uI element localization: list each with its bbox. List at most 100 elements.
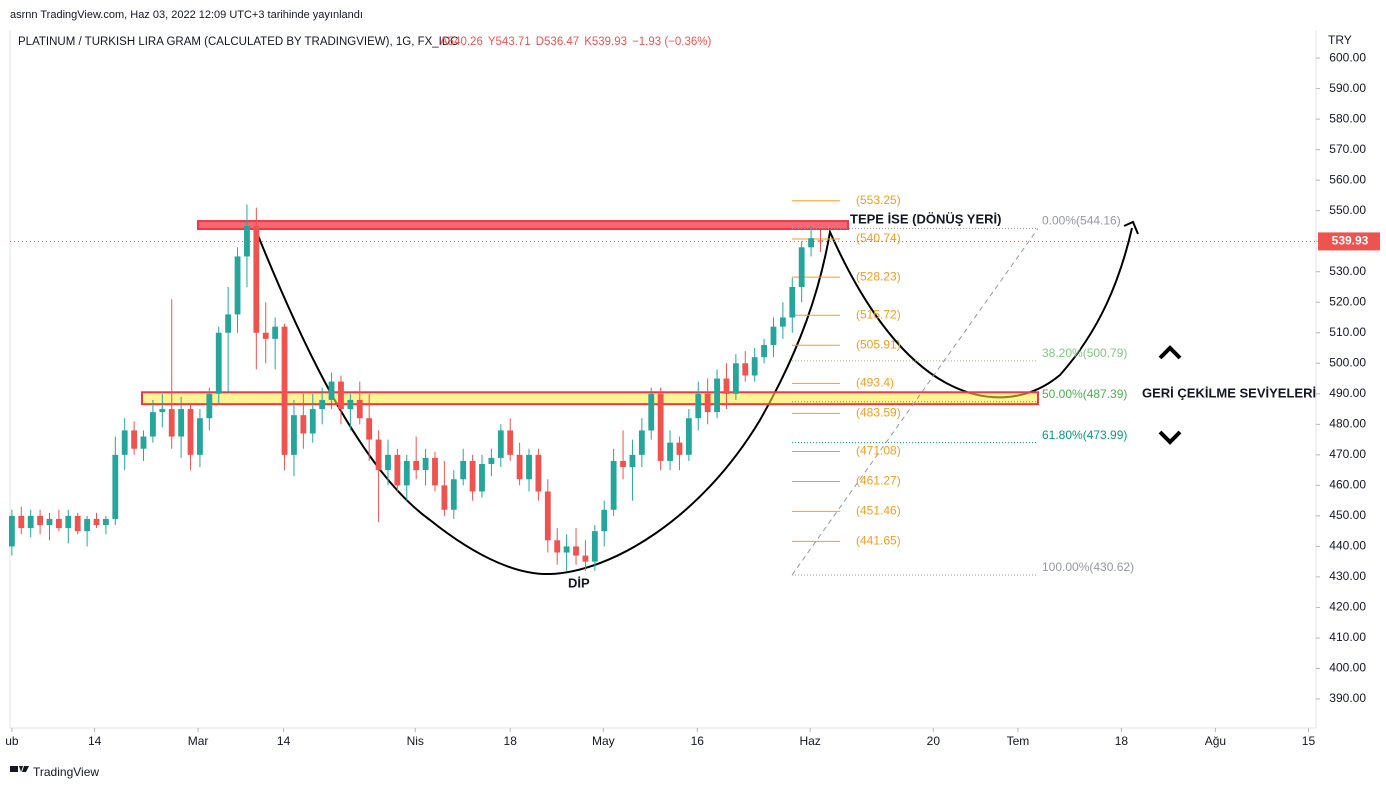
fib-label: (528.23) bbox=[856, 269, 901, 283]
annotation-levels: GERİ ÇEKİLME SEVİYELERİ bbox=[1142, 385, 1316, 400]
candle-body bbox=[300, 415, 307, 434]
x-tick-label: 18 bbox=[1115, 734, 1129, 748]
candle-body bbox=[234, 256, 241, 315]
y-tick-label: 410.00 bbox=[1329, 630, 1366, 644]
y-tick-label: 420.00 bbox=[1329, 600, 1366, 614]
candle-body bbox=[206, 393, 213, 419]
candle-body bbox=[121, 430, 128, 455]
x-tick-label: 14 bbox=[88, 734, 102, 748]
candle-body bbox=[657, 393, 664, 461]
y-tick-label: 390.00 bbox=[1329, 691, 1366, 705]
candle-body bbox=[516, 454, 523, 480]
fib-label: (515.72) bbox=[856, 307, 901, 321]
candle-body bbox=[197, 418, 203, 455]
fib-label: 38.20%(500.79) bbox=[1042, 346, 1127, 360]
logo bbox=[10, 766, 29, 772]
candle-body bbox=[168, 409, 175, 437]
candle-body bbox=[187, 409, 194, 455]
candle-body bbox=[732, 363, 739, 394]
candle-body bbox=[150, 412, 156, 437]
zone bbox=[141, 391, 1039, 406]
ohlc-value: K539.93 bbox=[584, 36, 627, 48]
candle-body bbox=[507, 430, 514, 455]
ohlc-value: −1.93 (−0.36%) bbox=[632, 36, 711, 48]
x-tick-label: Ağu bbox=[1205, 734, 1226, 748]
candle-body bbox=[704, 393, 711, 413]
chevron-up bbox=[1158, 345, 1182, 360]
fib-label: 50.00%(487.39) bbox=[1042, 387, 1127, 401]
fib-label: 100.00%(430.62) bbox=[1042, 560, 1134, 574]
x-tick-label: ub bbox=[5, 734, 19, 748]
candle-body bbox=[629, 454, 636, 468]
candle-body bbox=[526, 454, 532, 480]
candle-body bbox=[37, 515, 44, 526]
y-tick-label: 430.00 bbox=[1329, 569, 1366, 583]
candle-body bbox=[610, 460, 617, 510]
footer: TradingView bbox=[33, 765, 99, 779]
candle-body bbox=[751, 357, 758, 376]
candle-body bbox=[309, 409, 316, 434]
candle-body bbox=[563, 546, 570, 553]
candle-body bbox=[159, 409, 166, 413]
candle-body bbox=[385, 454, 391, 471]
x-tick-label: Mar bbox=[188, 734, 209, 748]
candle-body bbox=[676, 442, 683, 455]
candle-body bbox=[140, 436, 147, 449]
candle-body bbox=[272, 326, 279, 339]
y-tick-label: 510.00 bbox=[1329, 325, 1366, 339]
candle-body bbox=[450, 479, 457, 510]
candle-body bbox=[714, 378, 720, 413]
candle-body bbox=[648, 393, 655, 431]
candle-body bbox=[262, 332, 269, 339]
fib-label: 0.00%(544.16) bbox=[1042, 214, 1121, 228]
fib-label: (553.25) bbox=[856, 193, 901, 207]
candle-body bbox=[319, 399, 326, 410]
candle-body bbox=[488, 457, 495, 464]
fib-label: (461.27) bbox=[856, 474, 901, 488]
candle-body bbox=[46, 518, 53, 526]
candle-body bbox=[460, 460, 467, 480]
candle-body bbox=[112, 454, 119, 519]
candle-body bbox=[347, 399, 354, 410]
candle-body bbox=[356, 399, 363, 419]
candle-body bbox=[281, 326, 288, 455]
candle-body bbox=[413, 460, 420, 471]
candle-body bbox=[582, 555, 589, 562]
candle-body bbox=[789, 286, 796, 318]
y-tick-label: 460.00 bbox=[1329, 478, 1366, 492]
y-tick-label: 570.00 bbox=[1329, 142, 1366, 156]
y-tick-label: 470.00 bbox=[1329, 447, 1366, 461]
candle-body bbox=[55, 518, 62, 529]
x-tick-label: 15 bbox=[1302, 734, 1316, 748]
candle-body bbox=[338, 381, 344, 410]
fib-label: (540.74) bbox=[856, 231, 901, 245]
candle-body bbox=[328, 381, 335, 400]
candle-body bbox=[65, 515, 72, 529]
fib-label: (483.59) bbox=[856, 406, 901, 420]
zone bbox=[197, 220, 849, 230]
y-tick-label: 550.00 bbox=[1329, 203, 1366, 217]
y-tick-label: 580.00 bbox=[1329, 111, 1366, 125]
publisher: asrnn TradingView.com, Haz 03, 2022 12:0… bbox=[10, 9, 363, 21]
candle-body bbox=[432, 457, 438, 486]
last-price-label: 539.93 bbox=[1332, 234, 1369, 248]
ohlc-value: Y543.71 bbox=[488, 36, 531, 48]
last-price-box bbox=[1318, 232, 1380, 251]
y-tick-label: 440.00 bbox=[1329, 539, 1366, 553]
candle-body bbox=[779, 317, 786, 327]
chevron-down bbox=[1158, 430, 1182, 445]
candle-body bbox=[497, 430, 504, 458]
fib-label: (505.91) bbox=[856, 337, 901, 351]
candle-body bbox=[573, 546, 579, 556]
candle-body bbox=[375, 439, 382, 471]
candle-body bbox=[403, 460, 410, 486]
y-tick-label: 590.00 bbox=[1329, 81, 1366, 95]
fib-label: (471.08) bbox=[856, 444, 901, 458]
candle-body bbox=[638, 430, 645, 455]
candle-body bbox=[535, 454, 542, 492]
candle-body bbox=[8, 515, 15, 547]
fib-label: (441.65) bbox=[856, 534, 901, 548]
candle-body bbox=[554, 540, 561, 553]
candle-body bbox=[225, 314, 232, 333]
